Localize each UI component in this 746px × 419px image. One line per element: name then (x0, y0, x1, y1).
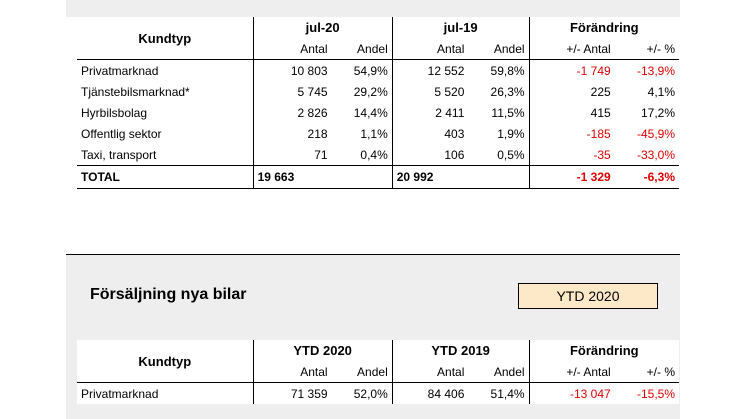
row-name: Privatmarknad (81, 63, 159, 78)
row-pct: -45,9% (636, 126, 675, 141)
period-selector[interactable]: YTD 2020 (518, 283, 658, 309)
row-a-antal: 71 (252, 144, 332, 166)
sub-andel-b-ytd: Andel (468, 361, 530, 383)
table-row: Offentlig sektor 218 1,1% 403 1,9% -185 -45,9% (77, 123, 679, 144)
change-header-ytd: Förändring (528, 340, 679, 361)
sub-antal-b-ytd: Antal (391, 361, 469, 383)
row-pct: 17,2% (640, 105, 675, 120)
sub-antal-b: Antal (391, 38, 469, 60)
row-b-andel: 51,4% (490, 386, 525, 401)
table-row: Tjänstebilsmarknad* 5 745 29,2% 5 520 26,3% 2… (77, 81, 679, 102)
row-b-andel: 59,8% (490, 63, 525, 78)
row-pct: -33,0% (636, 147, 675, 162)
table-row: Hyrbilsbolag 2 826 14,4% 2 411 11,5% 415 17,2% (77, 102, 679, 123)
sub-change-pct-ytd: +/- % (614, 361, 679, 383)
sub-andel-a-ytd: Andel (331, 361, 393, 383)
total-b-andel (468, 165, 530, 189)
section-top-rule (66, 254, 680, 255)
row-name: Offentlig sektor (81, 126, 162, 141)
row-a-andel: 54,9% (353, 63, 388, 78)
row-pct: -13,9% (636, 63, 675, 78)
period-b-header-ytd: YTD 2019 (391, 340, 530, 361)
period-b-header: jul-19 (391, 17, 530, 38)
row-b-andel: 11,5% (491, 105, 525, 120)
row-a-antal: 2 826 (252, 102, 332, 123)
kundtyp-header-ytd: Kundtyp (77, 340, 254, 383)
row-b-antal: 2 411 (391, 102, 469, 123)
row-change: 415 (528, 102, 615, 123)
row-name: Privatmarknad (81, 386, 159, 401)
sub-change-abs: +/- Antal (528, 38, 615, 60)
sub-antal-a: Antal (252, 38, 332, 60)
row-change: -13 047 (528, 382, 615, 404)
row-a-andel: 14,4% (353, 105, 388, 120)
total-b-antal: 20 992 (391, 165, 469, 189)
top-grey-band (66, 0, 680, 17)
sales-table-month: Kundtyp jul-20 jul-19 Förändring Antal A… (77, 17, 679, 189)
row-b-andel: 26,3% (490, 84, 525, 99)
row-change: 225 (528, 81, 615, 102)
table-row: Taxi, transport 71 0,4% 106 0,5% -35 -33,0% (77, 144, 679, 166)
row-change: -185 (528, 123, 615, 144)
sub-antal-a-ytd: Antal (252, 361, 332, 383)
row-name: Hyrbilsbolag (81, 105, 148, 120)
period-a-header-ytd: YTD 2020 (252, 340, 393, 361)
row-b-antal: 106 (391, 144, 469, 166)
sub-change-pct: +/- % (614, 38, 679, 60)
table-row: Privatmarknad 71 359 52,0% 84 406 51,4% -13 0… (77, 382, 679, 404)
total-a-andel (331, 165, 393, 189)
total-row: TOTAL 19 663 20 992 -1 329 -6,3% (77, 165, 679, 189)
total-a-antal: 19 663 (252, 165, 332, 189)
row-pct: 4,1% (647, 84, 675, 99)
row-a-antal: 5 745 (252, 81, 332, 102)
kundtyp-header: Kundtyp (77, 17, 254, 60)
row-b-andel: 1,9% (497, 126, 525, 141)
row-b-andel: 0,5% (497, 147, 525, 162)
total-change: -1 329 (528, 165, 615, 189)
row-a-andel: 29,2% (353, 84, 388, 99)
sub-change-abs-ytd: +/- Antal (528, 361, 615, 383)
row-a-antal: 10 803 (252, 59, 332, 81)
row-pct: -15,5% (636, 386, 675, 401)
total-pct: -6,3% (614, 165, 679, 189)
section-title: Försäljning nya bilar (90, 286, 247, 303)
table-row: Privatmarknad 10 803 54,9% 12 552 59,8% -1 74… (77, 59, 679, 81)
row-name: Tjänstebilsmarknad* (81, 84, 190, 99)
change-header: Förändring (528, 17, 679, 38)
row-change: -35 (528, 144, 615, 166)
row-name: Taxi, transport (81, 147, 157, 162)
period-a-header: jul-20 (252, 17, 393, 38)
total-label: TOTAL (77, 165, 254, 189)
sales-table-ytd: Kundtyp YTD 2020 YTD 2019 Förändring Ant… (77, 340, 679, 404)
row-a-antal: 218 (252, 123, 332, 144)
sub-andel-a: Andel (331, 38, 393, 60)
row-a-antal: 71 359 (252, 382, 332, 404)
row-a-andel: 0,4% (360, 147, 388, 162)
sub-andel-b: Andel (468, 38, 530, 60)
row-b-antal: 12 552 (391, 59, 469, 81)
row-b-antal: 84 406 (391, 382, 469, 404)
row-a-andel: 52,0% (353, 386, 388, 401)
row-a-andel: 1,1% (360, 126, 388, 141)
row-b-antal: 403 (391, 123, 469, 144)
row-b-antal: 5 520 (391, 81, 469, 102)
row-change: -1 749 (528, 59, 615, 81)
